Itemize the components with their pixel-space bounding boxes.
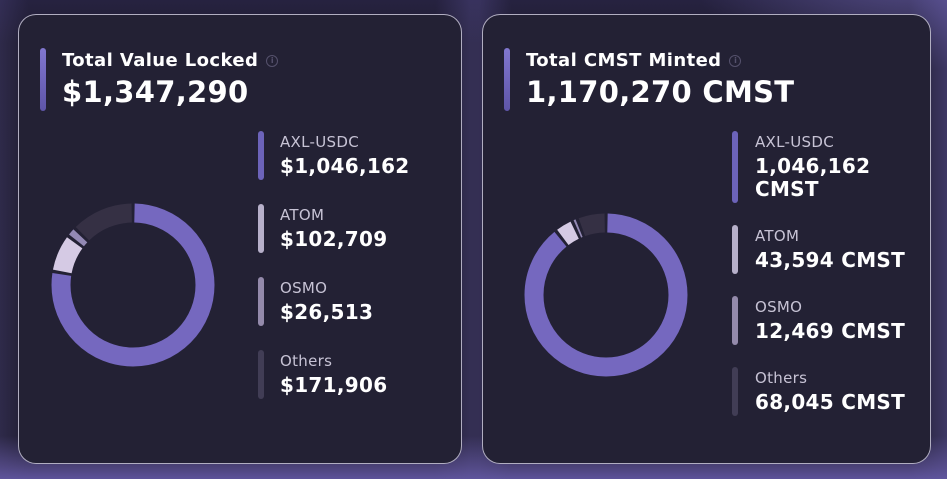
total-cmst-minted-card: Total CMST Minted 1,170,270 CMST AXL-USD… [482,14,931,464]
card-header: Total CMST Minted 1,170,270 CMST [504,48,794,111]
title-accent-bar [40,48,46,111]
legend-item-atom: ATOM 43,594 CMST [732,225,917,274]
cmst-donut-chart[interactable] [524,213,688,377]
legend-label: OSMO [755,298,803,316]
title-accent-bar [504,48,510,111]
legend-color-bar [258,277,264,326]
info-icon[interactable] [729,54,742,67]
legend-label: OSMO [280,279,328,297]
legend-value: $26,513 [280,300,374,324]
legend-color-bar [732,367,738,416]
legend-value: $102,709 [280,227,388,251]
legend-color-bar [732,131,738,203]
legend-label: AXL-USDC [280,133,359,151]
legend-value: $171,906 [280,373,388,397]
legend-label: ATOM [280,206,325,224]
legend-item-axl-usdc: AXL-USDC $1,046,162 [258,131,410,180]
total-value-locked-card: Total Value Locked $1,347,290 AXL-USDC $… [18,14,462,464]
legend-item-osmo: OSMO $26,513 [258,277,410,326]
total-value: $1,347,290 [62,75,249,109]
legend-item-osmo: OSMO 12,469 CMST [732,296,917,345]
legend-value: $1,046,162 [280,154,410,178]
legend-item-others: Others 68,045 CMST [732,367,917,416]
card-title: Total Value Locked [62,50,259,71]
info-icon[interactable] [266,54,279,67]
legend-label: ATOM [755,227,800,245]
tvl-donut-chart[interactable] [51,203,215,367]
legend-color-bar [258,350,264,399]
legend-label: AXL-USDC [755,133,834,151]
cmst-legend: AXL-USDC 1,046,162 CMST ATOM 43,594 CMST… [732,131,917,416]
legend-value: 12,469 CMST [755,319,906,343]
legend-label: Others [755,369,808,387]
header-text: Total CMST Minted 1,170,270 CMST [526,48,794,111]
card-header: Total Value Locked $1,347,290 [40,48,279,111]
tvl-legend: AXL-USDC $1,046,162 ATOM $102,709 OSMO $… [258,131,410,399]
legend-color-bar [732,296,738,345]
legend-value: 43,594 CMST [755,248,906,272]
legend-color-bar [732,225,738,274]
total-value: 1,170,270 CMST [526,75,795,109]
legend-color-bar [258,131,264,180]
legend-label: Others [280,352,333,370]
legend-value: 1,046,162 CMST [755,154,871,201]
legend-item-others: Others $171,906 [258,350,410,399]
legend-value: 68,045 CMST [755,390,906,414]
legend-color-bar [258,204,264,253]
legend-item-axl-usdc: AXL-USDC 1,046,162 CMST [732,131,917,203]
card-title: Total CMST Minted [526,50,722,71]
header-text: Total Value Locked $1,347,290 [62,48,279,111]
legend-item-atom: ATOM $102,709 [258,204,410,253]
